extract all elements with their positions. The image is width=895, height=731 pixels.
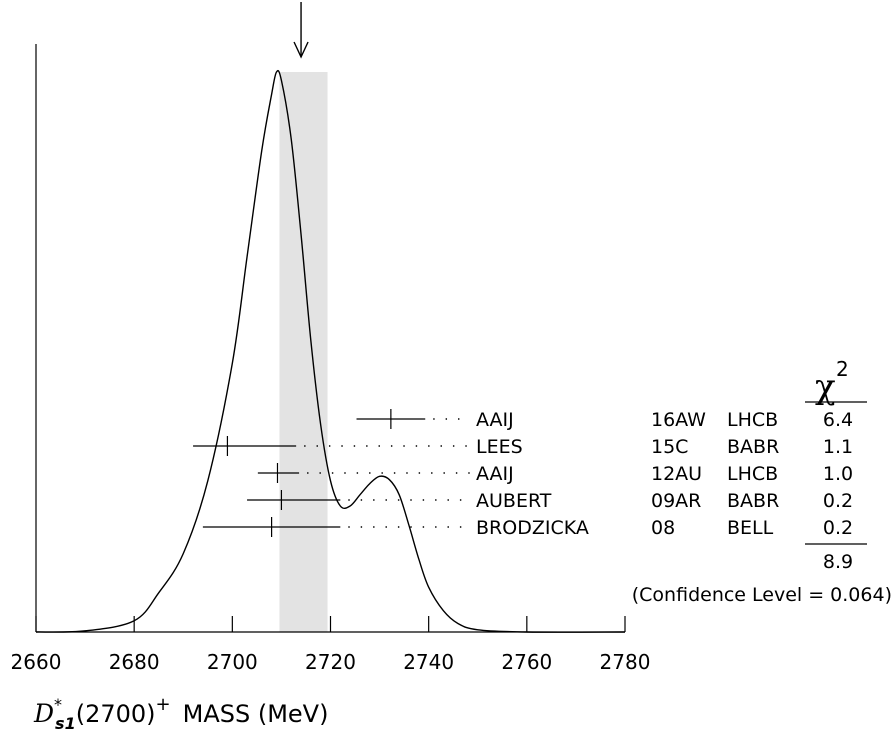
measurement-experiment: BABR bbox=[727, 436, 779, 458]
chi2-column: χ 2 8.9 (Confidence Level = 0.064) bbox=[632, 357, 892, 606]
measurement-author: AUBERT bbox=[476, 490, 552, 512]
measurements: AAIJ 16AW LHCB 6.4 LEES 15C BABR 1.1 AAIJ 12AU LHC… bbox=[193, 409, 853, 539]
measurement-chi2: 0.2 bbox=[823, 490, 853, 512]
average-arrow bbox=[293, 2, 309, 59]
measurement-year: 08 bbox=[651, 517, 675, 539]
measurement-year: 12AU bbox=[651, 463, 702, 485]
x-tick-label: 2660 bbox=[11, 650, 62, 674]
measurement-author: AAIJ bbox=[476, 463, 514, 485]
measurement-experiment: LHCB bbox=[727, 409, 778, 431]
x-tick-label: 2740 bbox=[403, 650, 454, 674]
average-band bbox=[279, 72, 328, 632]
chi2-total: 8.9 bbox=[823, 551, 853, 573]
x-tick-label: 2720 bbox=[305, 650, 356, 674]
chi2-header: χ bbox=[815, 367, 836, 407]
measurement-experiment: BABR bbox=[727, 490, 779, 512]
measurement-year: 15C bbox=[651, 436, 688, 458]
measurement-chi2: 1.1 bbox=[823, 436, 853, 458]
x-tick-label: 2680 bbox=[109, 650, 160, 674]
ideogram-curve bbox=[35, 69, 626, 633]
measurement-year: 16AW bbox=[651, 409, 706, 431]
measurement-experiment: LHCB bbox=[727, 463, 778, 485]
chi2-header-superscript: 2 bbox=[836, 357, 849, 381]
measurement-chi2: 1.0 bbox=[823, 463, 853, 485]
measurement-chi2: 0.2 bbox=[823, 517, 853, 539]
confidence-level: (Confidence Level = 0.064) bbox=[632, 584, 892, 606]
measurement-author: LEES bbox=[476, 436, 523, 458]
measurement-author: BRODZICKA bbox=[476, 517, 589, 539]
measurement-chi2: 6.4 bbox=[823, 409, 853, 431]
x-axis-title: D* s1(2700)+ MASS (MeV) bbox=[33, 694, 328, 731]
arrow-head bbox=[293, 41, 309, 59]
x-tick-label: 2780 bbox=[600, 650, 651, 674]
x-tick-label: 2760 bbox=[501, 650, 552, 674]
measurement-experiment: BELL bbox=[727, 517, 774, 539]
axes: 2660 2680 2700 2720 2740 2760 2780 bbox=[11, 44, 651, 674]
measurement-author: AAIJ bbox=[476, 409, 514, 431]
measurement-year: 09AR bbox=[651, 490, 701, 512]
x-tick-label: 2700 bbox=[207, 650, 258, 674]
